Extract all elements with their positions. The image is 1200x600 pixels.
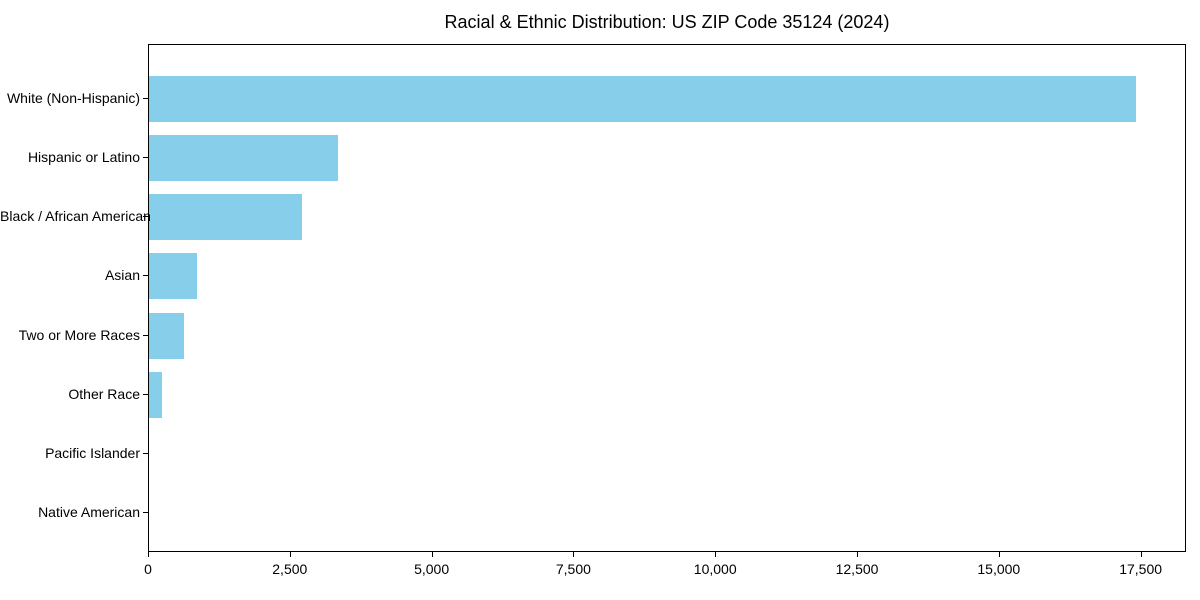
x-tick-mark bbox=[715, 552, 717, 557]
plot-area bbox=[148, 44, 1186, 552]
y-tick-mark bbox=[143, 97, 148, 99]
x-tick-label: 17,500 bbox=[1119, 561, 1163, 577]
y-tick-mark bbox=[143, 453, 148, 455]
y-tick-label: Pacific Islander bbox=[45, 445, 140, 462]
x-tick-mark bbox=[1140, 552, 1142, 557]
x-tick-mark bbox=[289, 552, 291, 557]
y-tick-mark bbox=[143, 334, 148, 336]
bar-white-non-hispanic bbox=[149, 75, 1136, 122]
y-tick-label: Asian bbox=[104, 267, 140, 284]
y-tick-mark bbox=[143, 393, 148, 395]
y-tick-label: Black / African American bbox=[0, 208, 151, 225]
bar-other-race bbox=[149, 371, 163, 418]
y-tick-mark bbox=[143, 512, 148, 514]
x-tick-mark bbox=[573, 552, 575, 557]
x-tick-label: 10,000 bbox=[693, 561, 737, 577]
bar-black-african-american bbox=[149, 194, 303, 241]
x-tick-label: 12,500 bbox=[835, 561, 879, 577]
bar-hispanic-or-latino bbox=[149, 134, 338, 181]
bar-two-or-more-races bbox=[149, 312, 185, 359]
y-tick-label: Other Race bbox=[68, 385, 140, 402]
x-tick-label: 2,500 bbox=[272, 561, 308, 577]
x-tick-label: 15,000 bbox=[977, 561, 1021, 577]
x-tick-label: 5,000 bbox=[414, 561, 450, 577]
y-tick-mark bbox=[143, 275, 148, 277]
y-tick-label: White (Non-Hispanic) bbox=[6, 89, 140, 106]
bar-asian bbox=[149, 253, 197, 300]
x-tick-label: 7,500 bbox=[555, 561, 591, 577]
x-tick-label: 0 bbox=[144, 561, 152, 577]
chart-title: Racial & Ethnic Distribution: US ZIP Cod… bbox=[444, 12, 890, 32]
x-tick-mark bbox=[857, 552, 859, 557]
y-tick-mark bbox=[143, 216, 148, 218]
x-tick-mark bbox=[998, 552, 1000, 557]
x-tick-mark bbox=[431, 552, 433, 557]
y-tick-label: Two or More Races bbox=[18, 326, 140, 343]
y-tick-label: Hispanic or Latino bbox=[27, 148, 140, 165]
y-tick-mark bbox=[143, 156, 148, 158]
x-tick-mark bbox=[148, 552, 149, 557]
y-tick-label: Native American bbox=[38, 504, 140, 521]
